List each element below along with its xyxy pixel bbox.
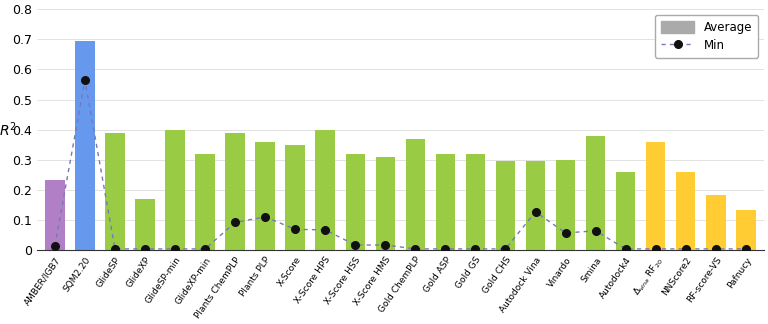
Bar bbox=[135, 199, 155, 250]
Bar bbox=[556, 160, 575, 250]
Bar bbox=[736, 210, 756, 250]
Bar bbox=[406, 139, 425, 250]
Bar bbox=[45, 180, 65, 250]
Bar bbox=[465, 154, 485, 250]
Bar bbox=[286, 145, 305, 250]
Bar bbox=[316, 130, 335, 250]
Bar bbox=[195, 154, 215, 250]
Bar bbox=[165, 130, 185, 250]
Bar bbox=[706, 195, 726, 250]
Bar bbox=[586, 136, 605, 250]
Bar bbox=[495, 161, 515, 250]
Bar bbox=[376, 157, 395, 250]
Bar bbox=[75, 41, 94, 250]
Bar bbox=[435, 154, 455, 250]
Bar bbox=[256, 142, 275, 250]
Bar bbox=[526, 161, 545, 250]
Bar bbox=[225, 133, 245, 250]
Bar bbox=[646, 142, 665, 250]
Bar bbox=[105, 133, 124, 250]
Bar bbox=[346, 154, 365, 250]
Y-axis label: $R^2$: $R^2$ bbox=[0, 121, 17, 139]
Bar bbox=[676, 172, 696, 250]
Legend: Average, Min: Average, Min bbox=[655, 15, 758, 58]
Bar bbox=[616, 172, 635, 250]
